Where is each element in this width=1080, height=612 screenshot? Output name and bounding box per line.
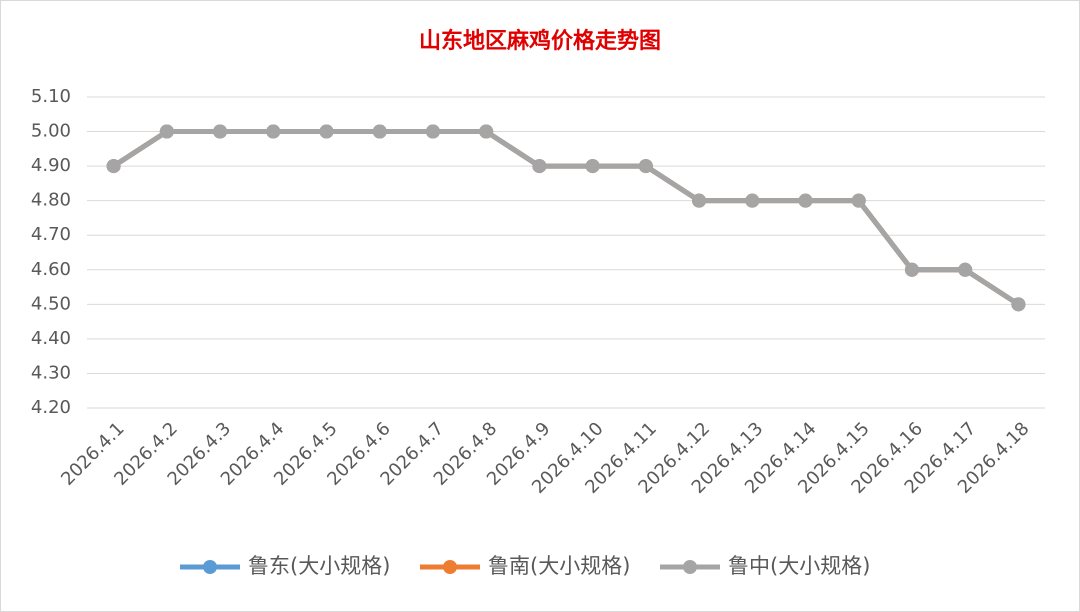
y-tick-label: 4.30: [31, 362, 71, 383]
data-point: [958, 262, 973, 277]
legend-marker: [443, 560, 457, 574]
data-point: [266, 124, 281, 139]
data-point: [638, 159, 653, 174]
data-point: [479, 124, 494, 139]
data-point: [1011, 297, 1026, 312]
y-tick-label: 4.90: [31, 155, 71, 176]
y-tick-label: 4.80: [31, 190, 71, 211]
data-point: [798, 193, 813, 208]
data-point: [692, 193, 707, 208]
y-tick-label: 4.50: [31, 293, 71, 314]
data-point: [851, 193, 866, 208]
y-tick-label: 5.10: [31, 86, 71, 107]
legend-label: 鲁中(大小规格): [728, 554, 870, 578]
legend-marker: [203, 560, 217, 574]
y-tick-label: 4.70: [31, 224, 71, 245]
data-point: [745, 193, 760, 208]
y-tick-label: 5.00: [31, 121, 71, 142]
y-tick-label: 4.20: [31, 397, 71, 418]
legend-label: 鲁南(大小规格): [488, 554, 630, 578]
data-point: [213, 124, 228, 139]
data-point: [904, 262, 919, 277]
data-point: [319, 124, 334, 139]
legend-label: 鲁东(大小规格): [248, 554, 390, 578]
data-point: [425, 124, 440, 139]
y-tick-label: 4.40: [31, 328, 71, 349]
chart-title: 山东地区麻鸡价格走势图: [419, 28, 661, 54]
y-tick-label: 4.60: [31, 259, 71, 280]
data-point: [532, 159, 547, 174]
data-point: [106, 159, 121, 174]
data-point: [585, 159, 600, 174]
data-point: [159, 124, 174, 139]
legend-marker: [683, 560, 697, 574]
data-point: [372, 124, 387, 139]
series-line: [112, 129, 1020, 307]
